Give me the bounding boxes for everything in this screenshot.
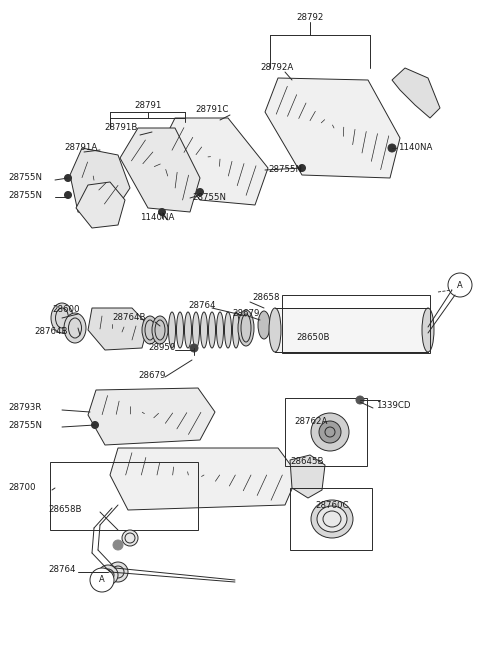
Text: 28764B: 28764B (34, 328, 68, 337)
Text: 28764B: 28764B (112, 314, 145, 322)
Text: 28792A: 28792A (260, 64, 293, 73)
Text: 1140NA: 1140NA (140, 214, 174, 223)
Circle shape (158, 208, 166, 215)
Polygon shape (392, 68, 440, 118)
Ellipse shape (64, 313, 86, 343)
Ellipse shape (177, 312, 183, 348)
Ellipse shape (216, 312, 224, 348)
Circle shape (448, 273, 472, 297)
Circle shape (122, 530, 138, 546)
Circle shape (299, 164, 305, 172)
Ellipse shape (317, 506, 347, 532)
Text: 28700: 28700 (8, 483, 36, 493)
Text: 28658B: 28658B (48, 506, 82, 514)
Ellipse shape (258, 311, 270, 339)
Text: 28791: 28791 (134, 100, 162, 109)
Bar (275, 308, 428, 352)
Text: 28764: 28764 (188, 301, 216, 310)
Circle shape (108, 562, 128, 582)
Ellipse shape (232, 312, 240, 348)
Ellipse shape (311, 413, 349, 451)
Text: 28950: 28950 (148, 343, 175, 352)
Ellipse shape (422, 308, 434, 352)
Text: 28793R: 28793R (8, 403, 41, 413)
Circle shape (196, 189, 204, 195)
Ellipse shape (142, 316, 158, 344)
Text: 28760C: 28760C (315, 500, 349, 510)
Ellipse shape (152, 316, 168, 344)
Text: 28755N: 28755N (192, 193, 226, 202)
Polygon shape (70, 148, 130, 218)
Ellipse shape (225, 312, 231, 348)
Text: 28645B: 28645B (290, 457, 324, 466)
Circle shape (388, 144, 396, 152)
Text: 28679: 28679 (232, 309, 259, 318)
Polygon shape (88, 388, 215, 445)
Ellipse shape (269, 308, 281, 352)
Circle shape (98, 565, 118, 585)
Polygon shape (160, 118, 268, 205)
Text: 28755N: 28755N (8, 421, 42, 430)
Text: 28679: 28679 (138, 371, 166, 379)
Text: 28792: 28792 (296, 14, 324, 22)
Ellipse shape (51, 303, 73, 333)
Ellipse shape (238, 310, 254, 346)
Text: 28755N: 28755N (8, 191, 42, 200)
Text: 28762A: 28762A (294, 417, 327, 426)
Bar (282, 295, 430, 353)
Text: 28791B: 28791B (104, 124, 137, 132)
Polygon shape (88, 308, 148, 350)
Text: 28755N: 28755N (268, 166, 302, 174)
Polygon shape (290, 455, 325, 498)
Bar (50, 462, 198, 530)
Circle shape (190, 344, 198, 352)
Ellipse shape (184, 312, 192, 348)
Circle shape (92, 422, 98, 428)
Text: 28600: 28600 (52, 305, 80, 314)
Text: 28650B: 28650B (296, 333, 329, 341)
Circle shape (113, 540, 123, 550)
Text: 28658: 28658 (252, 293, 279, 303)
Bar (290, 488, 372, 550)
Text: 28791A: 28791A (64, 143, 97, 153)
Polygon shape (265, 78, 400, 178)
Ellipse shape (311, 500, 353, 538)
Circle shape (64, 174, 72, 181)
Ellipse shape (201, 312, 207, 348)
Text: A: A (457, 280, 463, 290)
Polygon shape (76, 182, 125, 228)
Text: 28791C: 28791C (195, 105, 228, 115)
Circle shape (64, 191, 72, 198)
Ellipse shape (192, 312, 200, 348)
Polygon shape (110, 448, 298, 510)
Text: A: A (99, 576, 105, 584)
Text: 28755N: 28755N (8, 174, 42, 183)
Ellipse shape (168, 312, 176, 348)
Circle shape (356, 396, 364, 404)
Ellipse shape (319, 421, 341, 443)
Bar (285, 398, 367, 466)
Text: 28764: 28764 (48, 565, 75, 574)
Text: 1339CD: 1339CD (376, 402, 410, 411)
Circle shape (90, 568, 114, 592)
Ellipse shape (208, 312, 216, 348)
Text: 1140NA: 1140NA (398, 143, 432, 153)
Polygon shape (120, 128, 200, 212)
